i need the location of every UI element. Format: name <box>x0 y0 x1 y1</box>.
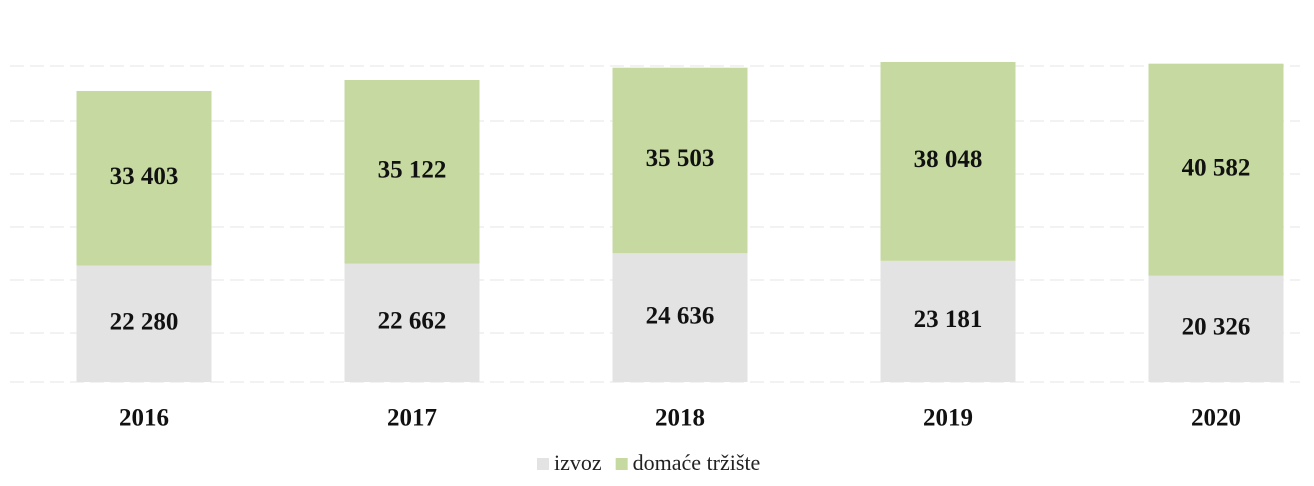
bar-segment <box>1148 63 1284 276</box>
x-tick-label: 2019 <box>923 405 973 432</box>
data-label: 35 503 <box>646 145 715 172</box>
legend: izvoz domaće tržište <box>537 450 760 475</box>
x-tick-label: 2017 <box>387 405 437 432</box>
legend-swatch <box>615 458 628 470</box>
x-tick-label: 2016 <box>119 405 169 432</box>
bar-segment <box>612 253 748 382</box>
bar-segment <box>344 263 480 382</box>
x-tick-label: 2018 <box>655 405 705 432</box>
data-label: 33 403 <box>110 163 179 190</box>
legend-label: domaće tržište <box>633 450 761 475</box>
bar-segment <box>76 90 212 266</box>
bar-segment <box>612 67 748 254</box>
data-label: 22 280 <box>110 309 179 336</box>
bar-segment <box>880 62 1016 261</box>
data-label: 24 636 <box>646 302 715 329</box>
data-label: 23 181 <box>914 306 983 333</box>
data-label: 35 122 <box>378 157 447 184</box>
data-label: 20 326 <box>1182 314 1251 341</box>
bar-segment <box>880 260 1016 382</box>
legend-label: izvoz <box>554 450 602 475</box>
bar-segment <box>76 265 212 382</box>
data-label: 38 048 <box>914 146 983 173</box>
bar-segment <box>344 80 480 264</box>
data-label: 40 582 <box>1182 154 1251 181</box>
bar-segment <box>1148 275 1284 382</box>
data-label: 22 662 <box>378 308 447 335</box>
legend-swatch <box>537 458 549 470</box>
x-tick-label: 2020 <box>1191 405 1241 432</box>
